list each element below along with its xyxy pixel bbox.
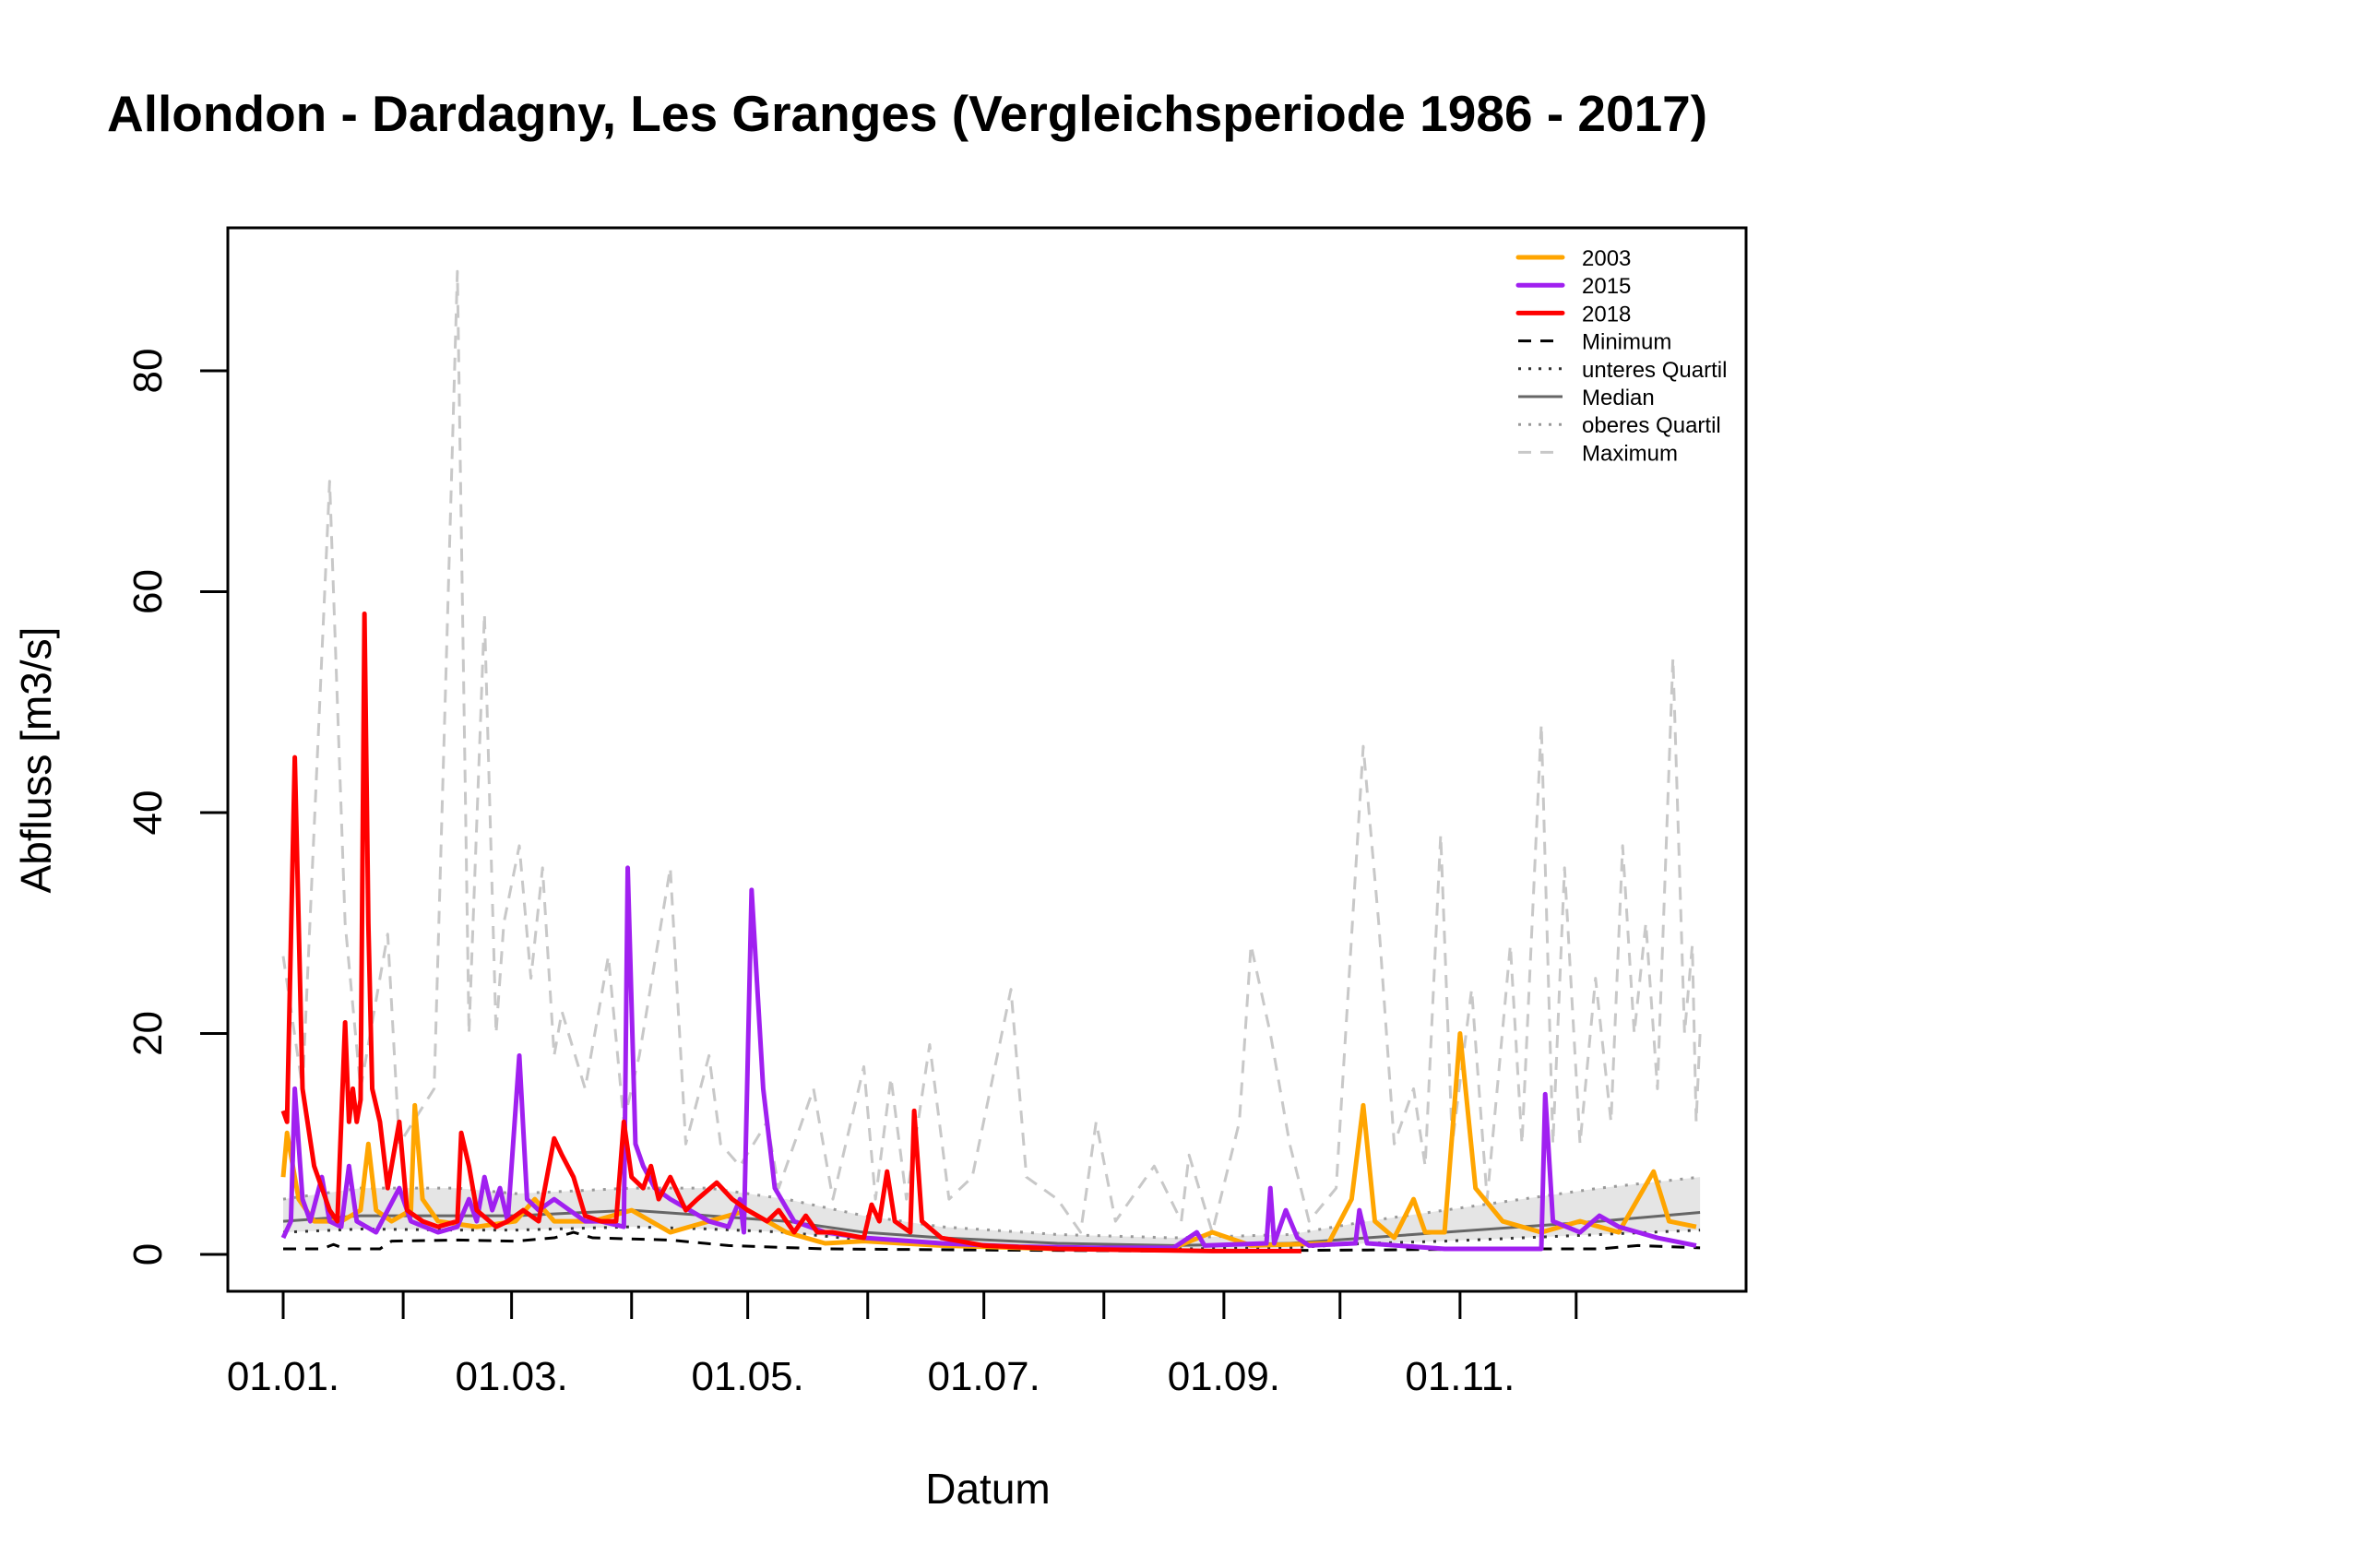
legend-label: Maximum [1582, 441, 1678, 466]
x-tick-label: 01.11. [1405, 1354, 1515, 1399]
legend-label: 2003 [1582, 246, 1631, 271]
y-axis: 0 20 40 60 80 [125, 349, 230, 1265]
y-tick-label: 0 [125, 1243, 171, 1265]
y-tick-label: 20 [125, 1011, 171, 1056]
x-tick-label: 01.05. [691, 1354, 803, 1399]
y-tick-label: 80 [125, 349, 171, 394]
y-axis-label: Abfluss [m3/s] [12, 627, 60, 894]
plot-frame [226, 226, 1748, 1293]
legend-label: oberes Quartil [1582, 413, 1721, 438]
x-axis-label: Datum [925, 1465, 1050, 1513]
series-line-maximum [281, 269, 1702, 1234]
legend-label: Minimum [1582, 330, 1671, 355]
chart-title: Allondon - Dardagny, Les Granges (Vergle… [107, 85, 1707, 142]
y-tick-label: 60 [125, 569, 171, 614]
series-line-minimum [283, 1230, 1701, 1253]
legend-label: Median [1582, 386, 1655, 410]
x-tick-label: 01.03. [455, 1354, 567, 1399]
plot-area [280, 269, 1702, 1253]
x-tick-label: 01.07. [927, 1354, 1040, 1399]
legend-label: unteres Quartil [1582, 358, 1727, 383]
x-tick-label: 01.01. [227, 1354, 339, 1399]
series-line-2003 [280, 1031, 1697, 1252]
quartile-band [283, 1177, 1701, 1250]
y-tick-label: 40 [125, 790, 171, 836]
legend-label: 2018 [1582, 302, 1631, 327]
legend: 2003 2015 2018 Minimum unteres Quartil Median… [1515, 246, 1727, 466]
legend-label: 2015 [1582, 274, 1631, 299]
series-line-2015 [280, 865, 1697, 1252]
x-tick-label: 01.09. [1168, 1354, 1280, 1399]
series-line-2018 [280, 611, 1301, 1253]
x-axis: 01.01. 01.03. 01.05. 01.07. 01.09. 01.11. [227, 1289, 1578, 1399]
series-line-unteres-quartil [282, 1225, 1701, 1251]
